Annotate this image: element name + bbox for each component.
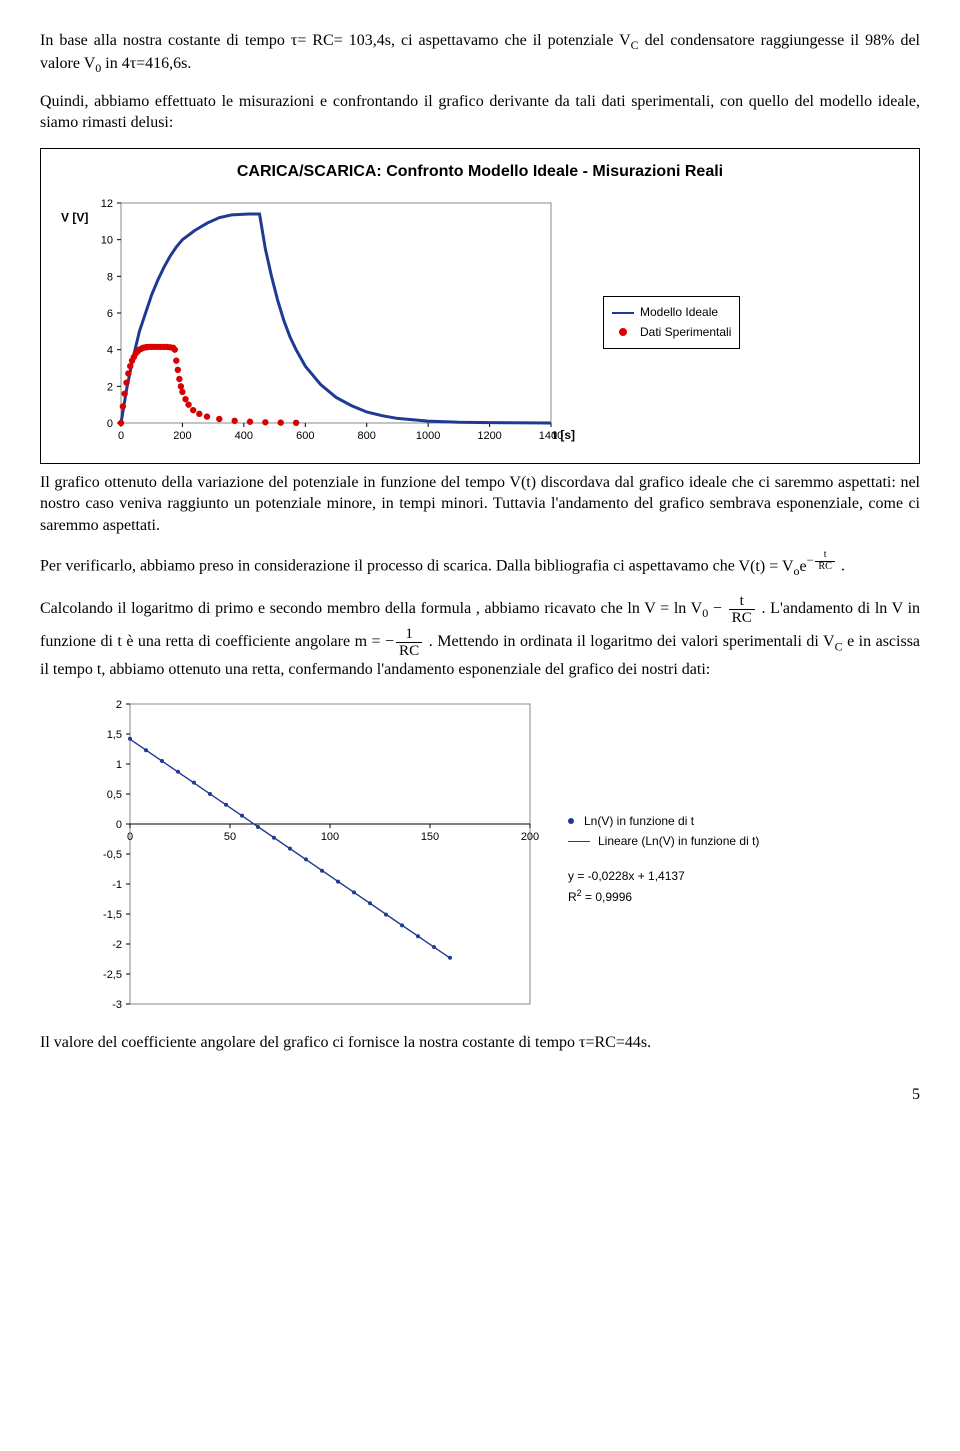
svg-text:0: 0	[118, 430, 124, 442]
svg-text:0: 0	[116, 819, 122, 831]
legend-label: Lineare (Ln(V) in funzione di t)	[598, 831, 759, 851]
equation-vt: V(t) = Voe−tRC	[739, 558, 841, 575]
svg-text:200: 200	[173, 430, 191, 442]
svg-text:200: 200	[521, 831, 539, 843]
equation-ln: ln V = ln V0 − tRC	[627, 600, 761, 617]
r2-value: = 0,9996	[582, 890, 632, 904]
equation-lnv: ln V	[875, 600, 903, 617]
svg-text:4: 4	[107, 344, 113, 356]
legend-label: Modello Ideale	[640, 303, 718, 322]
text: Per verificarlo, abbiamo preso in consid…	[40, 558, 739, 575]
chart-2-plot: -3 -2,5 -2 -1,5 -1 -0,5 0 0,5 1 1,5 2 0 50 100 150 200	[80, 694, 550, 1024]
legend-swatch-dot	[619, 328, 627, 336]
para-5: Calcolando il logaritmo di primo e secon…	[40, 593, 920, 680]
frac-den: RC	[815, 562, 835, 573]
svg-text:-2,5: -2,5	[103, 969, 122, 981]
r2-label: R	[568, 890, 577, 904]
frac-num: t	[729, 593, 755, 610]
eq-part: m = −	[355, 633, 394, 650]
chart-1-frame: CARICA/SCARICA: Confronto Modello Ideale…	[40, 148, 920, 464]
svg-text:12: 12	[101, 198, 113, 210]
svg-text:0,5: 0,5	[107, 789, 122, 801]
text: . Mettendo in ordinata il logaritmo dei …	[429, 633, 835, 650]
legend-item-data: Dati Sperimentali	[612, 323, 731, 342]
equation-m: m = −1RC	[355, 633, 429, 650]
legend-item-line: Lineare (Ln(V) in funzione di t)	[568, 831, 759, 851]
svg-text:2: 2	[116, 699, 122, 711]
fit-r2: R2 = 0,9996	[568, 886, 759, 907]
frac-num: 1	[396, 626, 422, 643]
svg-text:-1: -1	[112, 879, 122, 891]
chart-2-frame: -3-2,5-2-1,5-1-0,500,511,52050100150200 …	[80, 694, 920, 1024]
legend-label: Ln(V) in funzione di t	[584, 811, 694, 831]
svg-text:600: 600	[296, 430, 314, 442]
svg-text:t [s]: t [s]	[553, 428, 575, 442]
svg-text:-1,5: -1,5	[103, 909, 122, 921]
svg-text:50: 50	[224, 831, 236, 843]
svg-text:100: 100	[321, 831, 339, 843]
svg-text:-3: -3	[112, 999, 122, 1011]
svg-text:150: 150	[421, 831, 439, 843]
legend-label: Dati Sperimentali	[640, 323, 731, 342]
chart-1-legend: Modello Ideale Dati Sperimentali	[603, 296, 740, 348]
svg-text:0: 0	[107, 418, 113, 430]
eq-part: V(t) = V	[739, 558, 794, 575]
legend-swatch-line	[612, 312, 634, 314]
svg-text:0: 0	[127, 831, 133, 843]
chart-1-title: CARICA/SCARICA: Confronto Modello Ideale…	[51, 161, 909, 183]
svg-text:800: 800	[358, 430, 376, 442]
legend-swatch-line	[568, 841, 590, 842]
svg-text:8: 8	[107, 271, 113, 283]
svg-text:1000: 1000	[416, 430, 440, 442]
chart-2-legend: Ln(V) in funzione di t Lineare (Ln(V) in…	[568, 811, 759, 908]
para-6: Il valore del coefficiente angolare del …	[40, 1032, 920, 1054]
eq-part: −	[708, 600, 726, 617]
fit-equation: y = -0,0228x + 1,4137	[568, 866, 759, 886]
svg-text:1: 1	[116, 759, 122, 771]
legend-item-points: Ln(V) in funzione di t	[568, 811, 759, 831]
legend-item-model: Modello Ideale	[612, 303, 731, 322]
superscript: −tRC	[807, 553, 837, 567]
svg-text:1200: 1200	[477, 430, 501, 442]
svg-text:V [V]: V [V]	[61, 210, 88, 224]
frac-den: RC	[729, 610, 755, 626]
svg-text:1,5: 1,5	[107, 729, 122, 741]
para-3: Il grafico ottenuto della variazione del…	[40, 472, 920, 537]
subscript: C	[631, 38, 639, 52]
chart-1-plot: 0246810120200400600800100012001400V [V]t…	[51, 193, 591, 453]
para-2: Quindi, abbiamo effettuato le misurazion…	[40, 91, 920, 134]
eq-part: e	[800, 558, 807, 575]
eq-part: ln V = ln V	[627, 600, 702, 617]
text: Calcolando il logaritmo di primo e secon…	[40, 600, 627, 617]
text: . L'andamento di	[762, 600, 875, 617]
para-1: In base alla nostra costante di tempo τ=…	[40, 30, 920, 77]
svg-text:2: 2	[107, 381, 113, 393]
text: In base alla nostra costante di tempo τ=…	[40, 32, 631, 49]
svg-text:-0,5: -0,5	[103, 849, 122, 861]
frac-den: RC	[396, 643, 422, 659]
subscript: C	[835, 639, 843, 653]
text: in 4τ=416,6s.	[101, 55, 191, 72]
page-number: 5	[40, 1084, 920, 1106]
text: .	[841, 558, 845, 575]
para-4: Per verificarlo, abbiamo preso in consid…	[40, 550, 920, 579]
legend-swatch-dot	[568, 818, 574, 824]
svg-text:-2: -2	[112, 939, 122, 951]
svg-text:6: 6	[107, 308, 113, 320]
svg-text:400: 400	[235, 430, 253, 442]
svg-text:10: 10	[101, 234, 113, 246]
